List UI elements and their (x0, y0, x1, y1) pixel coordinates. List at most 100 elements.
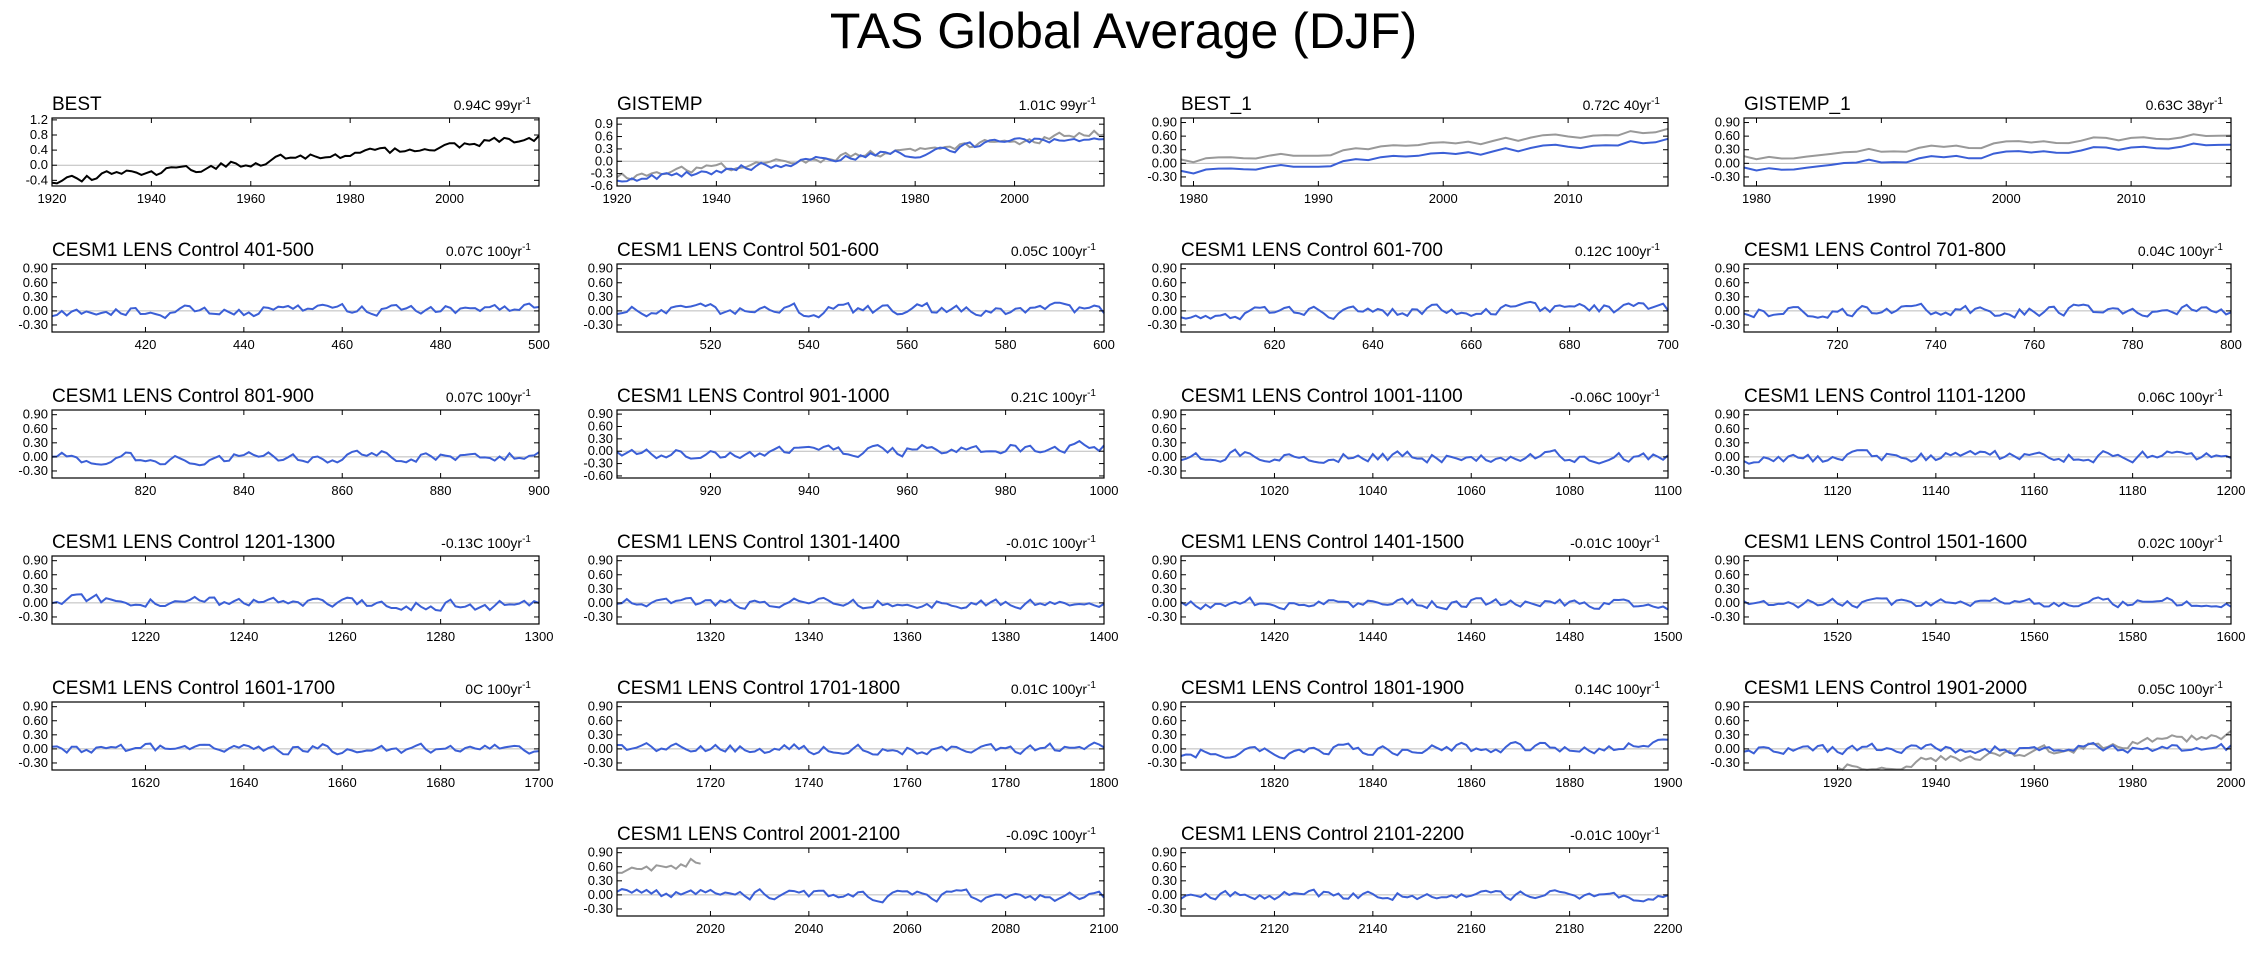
y-tick-label: 0.00 (23, 449, 48, 464)
panel-trend: -0.09C 100yr-1 (1006, 826, 1096, 843)
plot-frame (1180, 117, 1669, 187)
y-tick-label: -0.30 (1710, 755, 1740, 770)
panel-10: CESM1 LENS Control 901-1000 0.21C 100yr-1… (583, 386, 1118, 498)
x-tick-label: 520 (700, 337, 722, 352)
x-tick-label: 1990 (1304, 191, 1333, 206)
y-tick-label: 0.30 (1715, 142, 1740, 157)
y-tick-label: 0.60 (1152, 713, 1177, 728)
panel-trend: 0.21C 100yr-1 (1011, 388, 1097, 405)
x-tick-label: 2000 (2217, 775, 2246, 790)
x-tick-label: 1420 (1260, 629, 1289, 644)
y-tick-label: 0.00 (1152, 741, 1177, 756)
plot-frame (1180, 847, 1669, 917)
x-tick-label: 1980 (1179, 191, 1208, 206)
x-tick-label: 1700 (525, 775, 554, 790)
y-tick-label: 0.90 (23, 261, 48, 276)
y-tick-label: 0.30 (588, 581, 613, 596)
x-tick-label: 1960 (236, 191, 265, 206)
panel-14: CESM1 LENS Control 1301-1400 -0.01C 100yr… (583, 532, 1118, 644)
x-tick-label: 1820 (1260, 775, 1289, 790)
obs-series-line (1180, 127, 1669, 164)
y-tick-label: 0.60 (588, 418, 613, 433)
x-tick-label: 1800 (1090, 775, 1119, 790)
x-tick-label: 1540 (1921, 629, 1950, 644)
y-tick-label: 0.00 (1715, 449, 1740, 464)
x-tick-label: 1990 (1867, 191, 1896, 206)
x-tick-label: 1460 (1457, 629, 1486, 644)
y-tick-label: 0.60 (588, 567, 613, 582)
y-tick-label: 0.3 (595, 141, 613, 156)
series-line (1180, 596, 1669, 611)
y-tick-label: 0.4 (30, 142, 48, 157)
y-tick-label: -0.30 (583, 755, 613, 770)
y-tick-label: -0.4 (26, 172, 48, 187)
panel-2: GISTEMP 1.01C 99yr-1 -0.6-0.30.00.30.60.9 1… (591, 94, 1105, 206)
y-tick-label: 0.90 (1152, 115, 1177, 130)
x-tick-label: 880 (430, 483, 452, 498)
x-tick-label: 1920 (603, 191, 632, 206)
panel-7: CESM1 LENS Control 601-700 0.12C 100yr-1 -… (1147, 240, 1678, 352)
panel-22: CESM1 LENS Control 2101-2200 -0.01C 100yr… (1147, 824, 1682, 936)
y-tick-label: 0.00 (1715, 595, 1740, 610)
x-tick-label: 2140 (1358, 921, 1387, 936)
y-tick-label: 0.90 (23, 553, 48, 568)
x-tick-label: 2040 (794, 921, 823, 936)
y-tick-label: 0.30 (588, 727, 613, 742)
series-line (51, 593, 540, 612)
y-tick-label: -0.30 (1147, 901, 1177, 916)
y-tick-label: -0.60 (583, 468, 613, 483)
plot-frame (51, 409, 540, 479)
series-line (616, 439, 1105, 460)
plot-frame (616, 117, 1105, 187)
panel-21: CESM1 LENS Control 2001-2100 -0.09C 100yr… (583, 824, 1118, 936)
x-tick-label: 540 (798, 337, 820, 352)
y-tick-label: 0.30 (588, 431, 613, 446)
y-tick-label: 0.30 (588, 289, 613, 304)
y-tick-label: -0.30 (583, 317, 613, 332)
panel-title: CESM1 LENS Control 1801-1900 (1181, 678, 1464, 699)
series-line (1743, 302, 2232, 319)
y-tick-label: -0.30 (583, 456, 613, 471)
x-tick-label: 680 (1559, 337, 1581, 352)
panel-trend: -0.13C 100yr-1 (441, 534, 531, 551)
x-tick-label: 460 (331, 337, 353, 352)
x-tick-label: 1320 (696, 629, 725, 644)
x-tick-label: 1260 (328, 629, 357, 644)
y-tick-label: 0.90 (23, 407, 48, 422)
panel-5: CESM1 LENS Control 401-500 0.07C 100yr-1 -… (18, 240, 549, 352)
y-tick-label: 0.8 (30, 127, 48, 142)
panel-trend: 0.01C 100yr-1 (1011, 680, 1097, 697)
panel-trend: 0.12C 100yr-1 (1575, 242, 1661, 259)
x-tick-label: 720 (1827, 337, 1849, 352)
panel-16: CESM1 LENS Control 1501-1600 0.02C 100yr-… (1710, 532, 2245, 644)
y-tick-label: 0.00 (588, 887, 613, 902)
panel-title: CESM1 LENS Control 2101-2200 (1181, 824, 1464, 845)
panel-6: CESM1 LENS Control 501-600 0.05C 100yr-1 -… (583, 240, 1114, 352)
x-tick-label: 1840 (1358, 775, 1387, 790)
y-tick-label: 0.90 (588, 261, 613, 276)
y-tick-label: -0.30 (18, 463, 48, 478)
y-tick-label: 0.60 (1715, 128, 1740, 143)
panel-title: CESM1 LENS Control 1101-1200 (1744, 386, 2026, 407)
series-line (616, 596, 1105, 610)
panel-trend: -0.01C 100yr-1 (1570, 534, 1660, 551)
panel-12: CESM1 LENS Control 1101-1200 0.06C 100yr-… (1710, 386, 2245, 498)
obs-series-line (1837, 730, 2232, 771)
panel-title: CESM1 LENS Control 2001-2100 (617, 824, 900, 845)
y-tick-label: -0.30 (583, 901, 613, 916)
x-tick-label: 1180 (2119, 483, 2147, 498)
x-tick-label: 1880 (1555, 775, 1584, 790)
y-tick-label: 0.90 (1152, 845, 1177, 860)
y-tick-label: 0.90 (588, 553, 613, 568)
x-tick-label: 820 (135, 483, 157, 498)
y-tick-label: -0.30 (18, 609, 48, 624)
plot-frame (1743, 701, 2232, 771)
x-tick-label: 1120 (1823, 483, 1851, 498)
panel-3: BEST_1 0.72C 40yr-1 -0.300.000.300.600.90 1… (1147, 94, 1669, 206)
x-tick-label: 2160 (1457, 921, 1486, 936)
series-line (1180, 137, 1669, 175)
y-tick-label: -0.30 (1147, 609, 1177, 624)
x-tick-label: 1340 (794, 629, 823, 644)
panel-trend: -0.06C 100yr-1 (1570, 388, 1660, 405)
panel-title: CESM1 LENS Control 601-700 (1181, 240, 1443, 261)
